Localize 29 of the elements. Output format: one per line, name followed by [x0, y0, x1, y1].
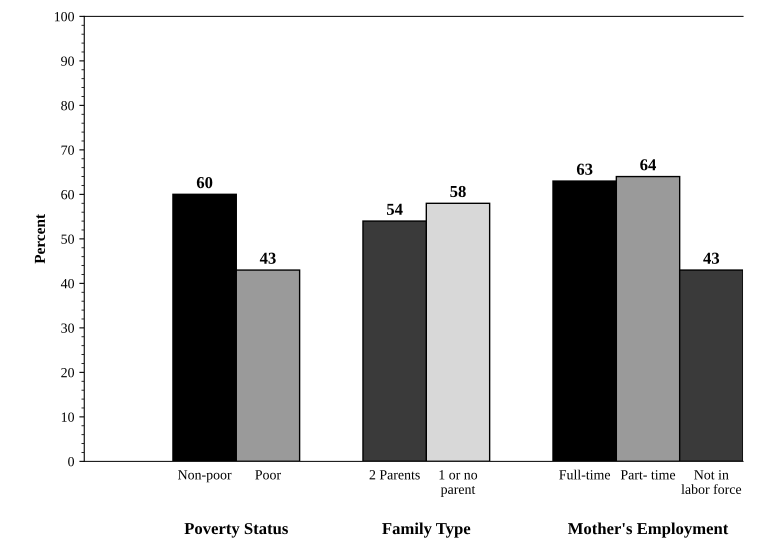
y-tick-label: 100 [54, 12, 74, 22]
data-label: 54 [386, 204, 403, 215]
x-tick-label: Not in labor force [681, 470, 742, 494]
y-tick-label: 30 [61, 323, 74, 333]
x-tick-label: Non-poor [178, 470, 232, 482]
y-tick-label: 60 [61, 190, 74, 200]
y-tick-label: 90 [61, 56, 74, 66]
y-tick-label: 70 [62, 145, 74, 155]
y-tick-label: 40 [60, 278, 74, 288]
y-tick-label: 0 [68, 456, 74, 466]
x-tick-label: 2 Parents [370, 470, 420, 480]
y-tick-label: 50 [61, 234, 74, 244]
data-label: 63 [576, 164, 592, 175]
data-label: 43 [703, 252, 720, 264]
text: Family Type [382, 522, 470, 538]
data-label: 58 [450, 186, 466, 198]
x-tick-label: Full-time [559, 470, 610, 480]
y-tick-label: 10 [62, 412, 74, 422]
y-tick-label: 20 [61, 368, 74, 378]
data-label: 64 [640, 159, 656, 170]
x-tick-label: 1 or no parent [440, 470, 478, 497]
y-axis-title: Percent [34, 214, 46, 264]
x-tick-label: Poor [255, 470, 281, 480]
data-label: 60 [196, 176, 212, 188]
x-tick-label: Part- time [620, 470, 676, 480]
y-tick-label: 80 [61, 100, 74, 110]
text: Poverty Status [184, 522, 288, 538]
data-label: 43 [260, 252, 276, 264]
text: Mother's Employment [568, 522, 728, 538]
